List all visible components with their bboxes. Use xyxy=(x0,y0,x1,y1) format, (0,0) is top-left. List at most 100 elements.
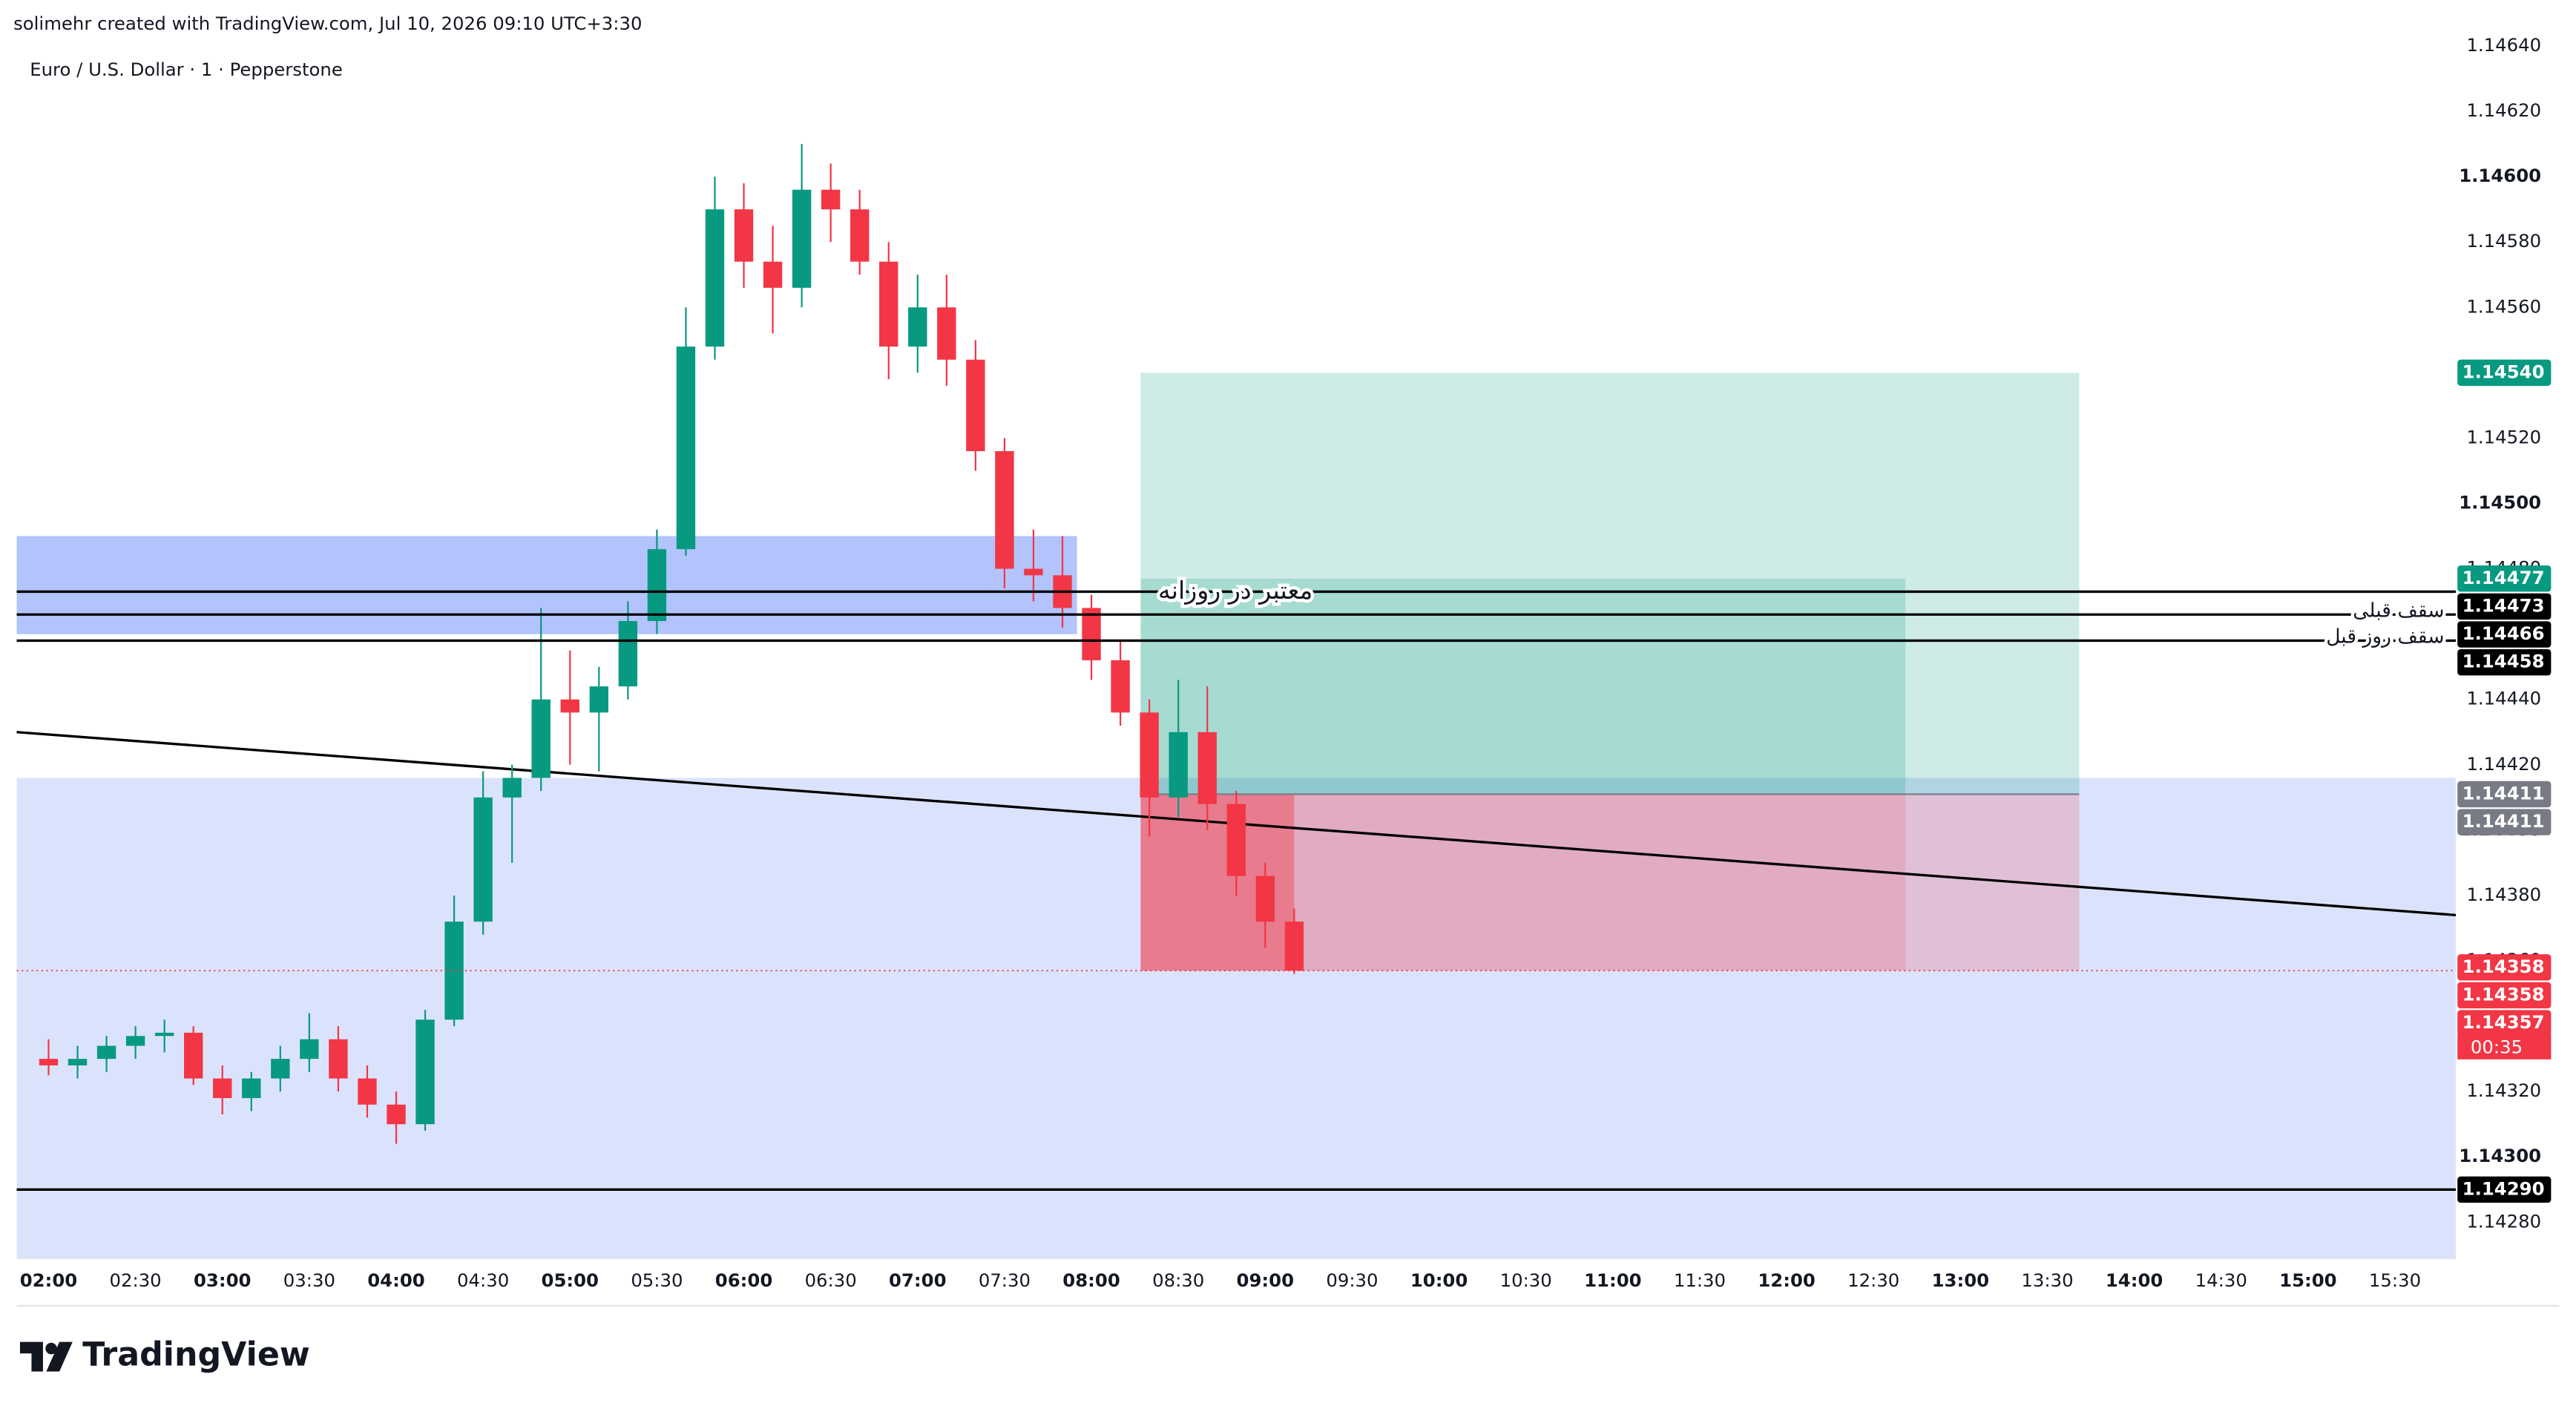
candle-body xyxy=(1169,732,1188,798)
x-tick-label: 02:00 xyxy=(20,1269,78,1291)
candle-body xyxy=(821,189,841,210)
x-tick-label: 13:00 xyxy=(1932,1269,1990,1291)
candle-body xyxy=(1255,876,1275,922)
x-tick-label: 05:00 xyxy=(542,1269,599,1291)
x-tick-label: 13:30 xyxy=(2021,1269,2073,1291)
x-tick-label: 15:30 xyxy=(2369,1269,2421,1291)
candle-body xyxy=(589,686,608,713)
y-tick-label: 1.14600 xyxy=(2459,165,2541,186)
candle-body xyxy=(154,1032,174,1037)
y-tick-label: 1.14580 xyxy=(2466,230,2541,252)
y-tick-label: 1.14300 xyxy=(2459,1145,2541,1166)
candle-body xyxy=(1226,804,1246,876)
price-tag xyxy=(2457,593,2552,620)
price-tag-label: 1.14358 xyxy=(2462,956,2545,977)
candle-body xyxy=(184,1032,203,1079)
candle-body xyxy=(39,1059,59,1065)
candle-body xyxy=(995,451,1014,569)
y-tick-label: 1.14640 xyxy=(2466,34,2541,56)
price-tag-label: 1.14473 xyxy=(2462,594,2545,616)
candle-body xyxy=(300,1039,319,1060)
y-tick-label: 1.14560 xyxy=(2466,295,2541,317)
y-tick-label: 1.14380 xyxy=(2466,884,2541,905)
x-tick-label: 04:00 xyxy=(367,1269,425,1291)
x-tick-label: 05:30 xyxy=(631,1269,683,1291)
price-tag xyxy=(2457,359,2552,387)
brand: TradingView xyxy=(82,1336,310,1374)
candle-body xyxy=(1197,732,1217,804)
price-tag xyxy=(2457,809,2552,835)
x-tick-label: 11:00 xyxy=(1584,1269,1642,1291)
level-label: سقف روز قبل xyxy=(2326,625,2444,648)
x-tick-label: 07:30 xyxy=(979,1269,1031,1291)
y-tick-label: 1.14320 xyxy=(2466,1080,2541,1101)
plot-area: معتبر در روزانه سقف قبلی سقف روز قبل xyxy=(16,144,2457,1258)
candle-body xyxy=(358,1078,377,1105)
stop-progress xyxy=(1294,794,1906,971)
price-tag-label: 1.14358 xyxy=(2462,983,2545,1005)
candle-body xyxy=(792,189,812,288)
price-tag xyxy=(2457,621,2552,648)
x-tick-label: 10:30 xyxy=(1500,1269,1552,1291)
candle-body xyxy=(1140,712,1159,798)
candle-body xyxy=(213,1078,232,1098)
x-tick-label: 06:00 xyxy=(715,1269,773,1291)
x-tick-label: 14:00 xyxy=(2106,1269,2163,1291)
price-tag xyxy=(2457,648,2552,676)
price-tag xyxy=(2457,565,2552,592)
price-tag xyxy=(2457,954,2552,981)
candle-body xyxy=(937,307,956,360)
candle-body xyxy=(560,699,579,713)
x-tick-label: 14:30 xyxy=(2195,1269,2247,1291)
candle-body xyxy=(473,797,493,922)
candle-body xyxy=(1111,660,1130,713)
candle-body xyxy=(618,621,638,687)
level-label: سقف قبلی xyxy=(2353,599,2444,622)
candle-body xyxy=(850,209,870,262)
candle-body xyxy=(242,1078,261,1098)
x-tick-label: 02:30 xyxy=(110,1269,162,1291)
x-tick-label: 11:30 xyxy=(1674,1269,1726,1291)
brand-logo: TradingView xyxy=(19,1336,310,1374)
price-tag-label: 1.14458 xyxy=(2462,651,2545,672)
candle-body xyxy=(908,307,927,347)
header: solimehr created with TradingView.com, J… xyxy=(13,13,642,34)
candle-body xyxy=(1082,608,1101,660)
logo-mark xyxy=(46,1341,73,1372)
x-tick-label: 09:30 xyxy=(1326,1269,1378,1291)
zone xyxy=(16,536,1077,634)
x-tick-label: 09:00 xyxy=(1237,1269,1295,1291)
price-tag xyxy=(2457,1010,2552,1037)
price-tag-label: 1.14540 xyxy=(2462,361,2545,382)
logo-mark xyxy=(45,1342,57,1355)
x-tick-label: 07:00 xyxy=(889,1269,947,1291)
candle-body xyxy=(705,209,725,347)
candle-body xyxy=(271,1059,290,1079)
y-tick-label: 1.14280 xyxy=(2466,1210,2541,1232)
price-tag xyxy=(2457,781,2552,808)
price-tag xyxy=(2457,1176,2552,1203)
candle-body xyxy=(125,1036,145,1046)
x-tick-label: 15:00 xyxy=(2279,1269,2337,1291)
x-tick-label: 06:30 xyxy=(805,1269,857,1291)
candle-body xyxy=(531,699,551,778)
candle-body xyxy=(329,1039,348,1079)
price-tag-label: 1.14411 xyxy=(2462,810,2545,832)
price-tag-label: 1.14411 xyxy=(2462,782,2545,804)
x-tick-label: 08:30 xyxy=(1152,1269,1204,1291)
price-tag-label: 1.14477 xyxy=(2462,567,2545,588)
x-tick-label: 10:00 xyxy=(1410,1269,1468,1291)
candle-body xyxy=(734,209,754,262)
x-tick-label: 03:00 xyxy=(194,1269,252,1291)
candle-body xyxy=(1284,922,1304,971)
y-tick-label: 1.14440 xyxy=(2466,688,2541,709)
target-progress xyxy=(1140,578,1906,795)
candle-body xyxy=(966,359,985,452)
target-zone xyxy=(1140,372,2080,795)
price-tag xyxy=(2457,982,2552,1009)
y-tick-label: 1.14620 xyxy=(2466,99,2541,121)
y-tick-label: 1.14520 xyxy=(2466,426,2541,447)
candle-body xyxy=(763,261,783,288)
